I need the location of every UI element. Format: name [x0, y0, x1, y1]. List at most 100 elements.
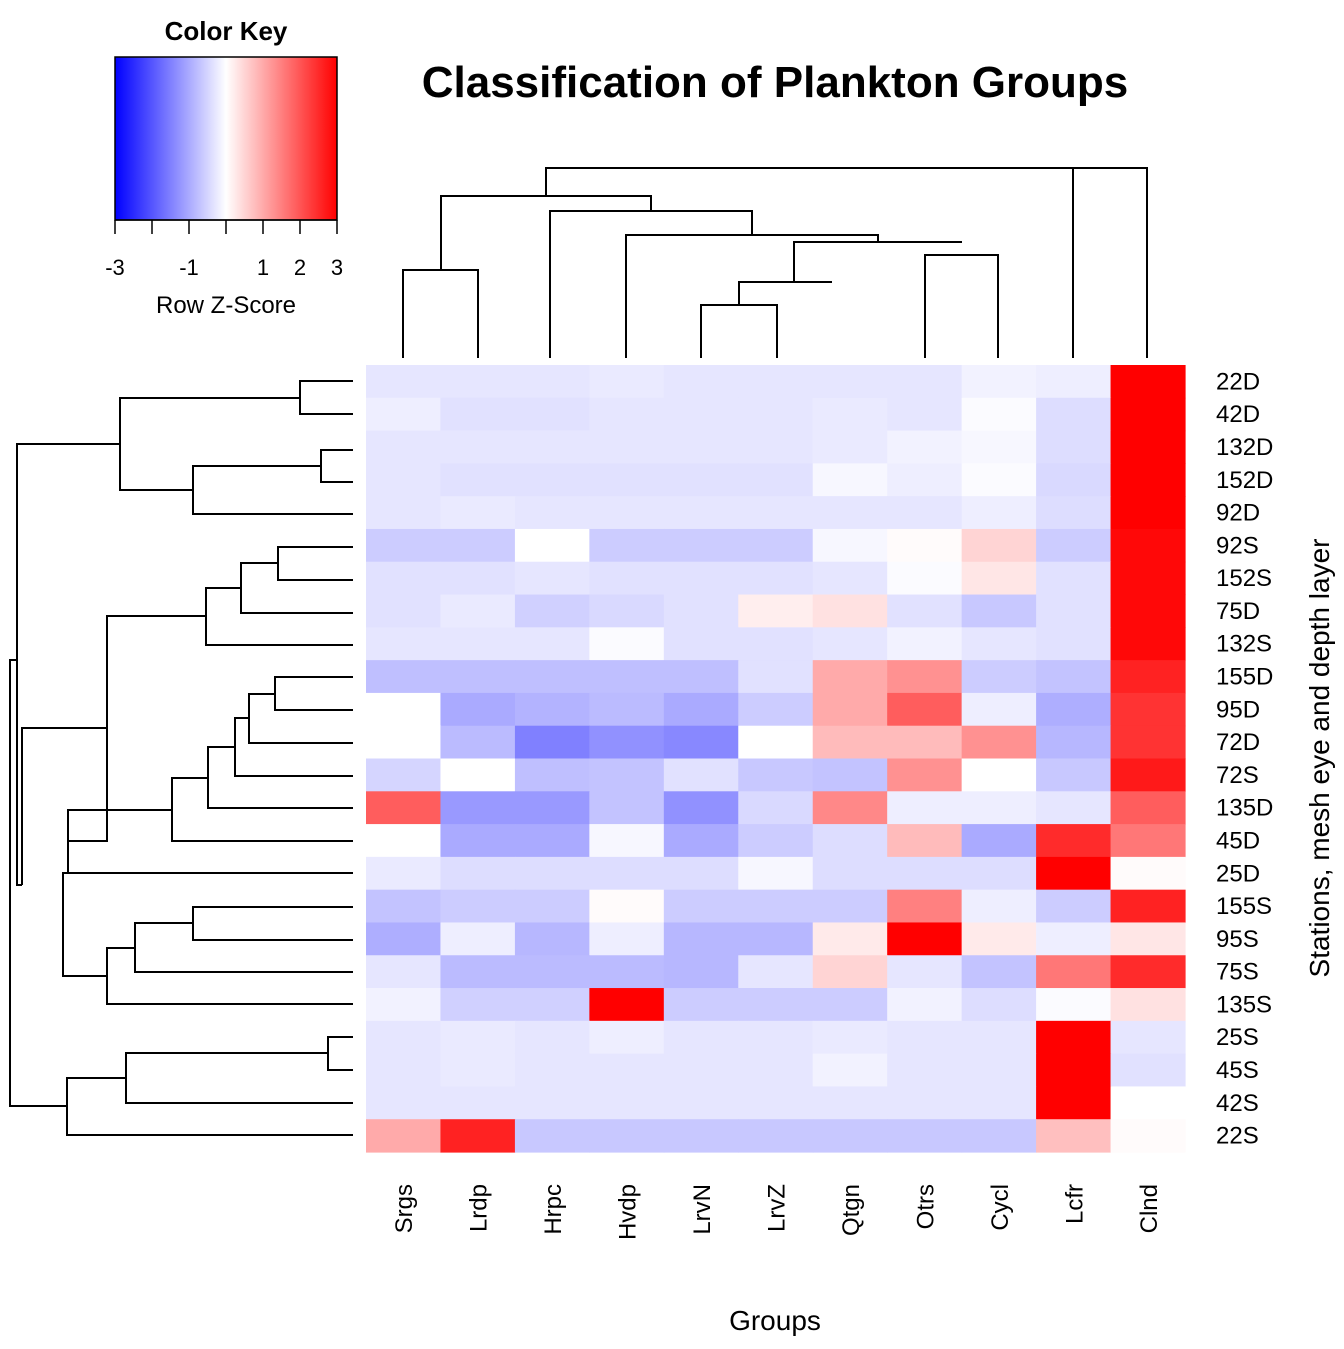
heatmap-cell	[1110, 758, 1186, 792]
heatmap-cell	[366, 1053, 442, 1088]
heatmap-cells	[366, 365, 1186, 1153]
row-dendrogram	[9, 380, 353, 1136]
heatmap-cell	[366, 365, 442, 399]
heatmap-cell	[812, 1086, 888, 1120]
heatmap-cell	[1110, 463, 1186, 497]
heatmap-cell	[961, 1086, 1037, 1120]
heatmap-cell	[961, 1119, 1037, 1153]
heatmap-cell	[961, 955, 1037, 989]
heatmap-cell	[738, 922, 814, 956]
heatmap-cell	[1036, 463, 1112, 497]
row-label: 152S	[1216, 565, 1272, 592]
heatmap-cell	[366, 660, 442, 694]
color-key-tick-label: -3	[105, 255, 125, 280]
heatmap-cell	[1110, 824, 1186, 858]
heatmap-cell	[1036, 692, 1112, 727]
heatmap-cell	[1110, 365, 1186, 399]
heatmap-cell	[961, 824, 1037, 858]
heatmap-cell	[1036, 430, 1112, 464]
heatmap-cell	[1110, 856, 1186, 891]
heatmap-cell	[738, 660, 814, 694]
row-label: 92S	[1216, 532, 1259, 559]
heatmap-cell	[440, 1053, 516, 1088]
column-label: Lrdp	[466, 1184, 493, 1232]
row-label: 95S	[1216, 926, 1259, 953]
row-label: 155S	[1216, 893, 1272, 920]
heatmap-cell	[1036, 856, 1112, 891]
heatmap-cell	[514, 1053, 590, 1088]
heatmap-cell	[663, 824, 739, 858]
row-label: 42S	[1216, 1090, 1259, 1117]
row-label: 25S	[1216, 1024, 1259, 1051]
heatmap-cell	[887, 1053, 963, 1088]
heatmap-cell	[738, 430, 814, 464]
heatmap-cell	[440, 725, 516, 760]
heatmap-cell	[738, 528, 814, 563]
heatmap-cell	[663, 561, 739, 596]
heatmap-cell	[1110, 1086, 1186, 1120]
heatmap-cell	[589, 430, 665, 464]
column-label: Cycl	[987, 1184, 1014, 1231]
heatmap-cell	[589, 528, 665, 563]
heatmap-cell	[1036, 397, 1112, 432]
heatmap-cell	[738, 988, 814, 1022]
heatmap-cell	[812, 430, 888, 464]
heatmap-cell	[961, 791, 1037, 825]
heatmap-cell	[589, 660, 665, 694]
heatmap-cell	[1036, 922, 1112, 956]
heatmap-cell	[589, 889, 665, 924]
heatmap-cell	[366, 889, 442, 924]
heatmap-cell	[589, 824, 665, 858]
heatmap-cell	[1110, 988, 1186, 1022]
heatmap-cell	[589, 758, 665, 792]
heatmap-cell	[961, 627, 1037, 661]
heatmap-cell	[887, 1119, 963, 1153]
heatmap-cell	[961, 660, 1037, 694]
row-label: 155D	[1216, 664, 1273, 691]
heatmap-cell	[440, 1119, 516, 1153]
heatmap-cell	[663, 725, 739, 760]
heatmap-cell	[1110, 594, 1186, 628]
heatmap-cell	[1110, 1119, 1186, 1153]
heatmap-cell	[366, 627, 442, 661]
heatmap-cell	[440, 856, 516, 891]
heatmap-cell	[366, 922, 442, 956]
heatmap-cell	[1110, 496, 1186, 530]
heatmap-cell	[663, 692, 739, 727]
heatmap-cell	[812, 1020, 888, 1055]
heatmap-cell	[663, 988, 739, 1022]
heatmap-cell	[738, 1053, 814, 1088]
heatmap-cell	[366, 758, 442, 792]
heatmap-cell	[1110, 955, 1186, 989]
column-label: LrvZ	[764, 1184, 791, 1232]
heatmap-cell	[440, 922, 516, 956]
heatmap-cell	[812, 824, 888, 858]
heatmap-cell	[961, 692, 1037, 727]
color-key-tick-label: -1	[179, 255, 199, 280]
heatmap-cell	[961, 528, 1037, 563]
heatmap-cell	[887, 791, 963, 825]
heatmap-cell	[812, 922, 888, 956]
heatmap-cell	[440, 1086, 516, 1120]
heatmap-cell	[812, 889, 888, 924]
heatmap-cell	[366, 397, 442, 432]
heatmap-cell	[1036, 791, 1112, 825]
heatmap-cell	[1110, 1020, 1186, 1055]
row-label: 92D	[1216, 500, 1260, 527]
row-label: 132S	[1216, 631, 1272, 658]
row-label: 135D	[1216, 795, 1273, 822]
heatmap-cell	[1110, 528, 1186, 563]
heatmap-cell	[1110, 627, 1186, 661]
heatmap-cell	[514, 430, 590, 464]
heatmap-cell	[1110, 660, 1186, 694]
color-key-gradient	[114, 56, 338, 221]
heatmap-cell	[887, 988, 963, 1022]
heatmap-cell	[812, 1053, 888, 1088]
heatmap-cell	[663, 496, 739, 530]
heatmap-cell	[812, 528, 888, 563]
heatmap-cell	[961, 725, 1037, 760]
heatmap-cell	[961, 496, 1037, 530]
heatmap-cell	[738, 758, 814, 792]
heatmap-cell	[812, 692, 888, 727]
heatmap-cell	[514, 627, 590, 661]
